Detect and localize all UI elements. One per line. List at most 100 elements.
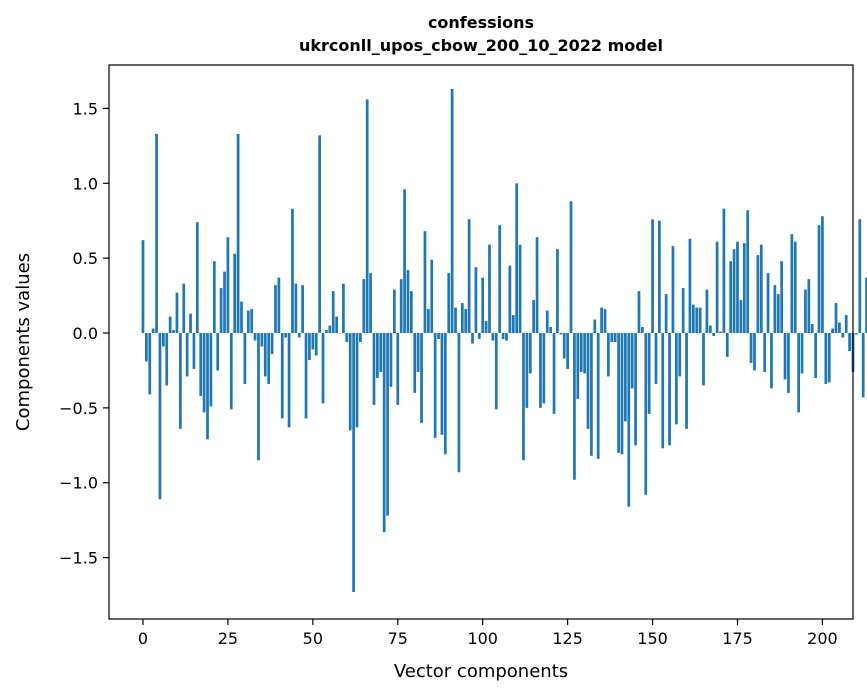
bar-190 — [787, 333, 790, 393]
bar-130 — [583, 333, 586, 374]
bar-176 — [739, 300, 743, 334]
bar-117 — [539, 333, 542, 408]
bar-43 — [287, 333, 291, 428]
bar-20 — [209, 333, 213, 407]
bar-65 — [362, 279, 366, 334]
bar-7 — [165, 333, 169, 386]
bar-195 — [804, 289, 807, 334]
bar-101 — [484, 321, 488, 334]
bar-93 — [457, 333, 461, 473]
bar-55 — [328, 325, 332, 334]
bar-122 — [556, 249, 559, 334]
bar-155 — [668, 333, 671, 446]
bar-134 — [596, 333, 600, 459]
bar-194 — [800, 333, 804, 374]
bar-77 — [403, 189, 406, 334]
bar-179 — [749, 333, 753, 363]
bar-210 — [855, 333, 858, 335]
bar-46 — [297, 333, 301, 338]
bar-5 — [158, 333, 162, 500]
bar-164 — [698, 307, 702, 334]
bar-132 — [590, 333, 593, 456]
x-tick-label: 200 — [807, 629, 838, 648]
bar-52 — [318, 135, 321, 334]
bar-100 — [481, 277, 485, 334]
bar-28 — [236, 133, 240, 334]
bar-126 — [569, 201, 573, 334]
bar-68 — [372, 333, 376, 405]
x-tick-label: 175 — [722, 629, 753, 648]
bar-56 — [331, 291, 335, 334]
x-tick-label: 50 — [303, 629, 323, 648]
bar-73 — [389, 333, 393, 387]
bar-131 — [586, 333, 590, 429]
bar-33 — [253, 333, 257, 341]
bar-204 — [834, 303, 838, 334]
bar-175 — [736, 241, 739, 334]
bar-185 — [770, 333, 773, 389]
bar-13 — [185, 333, 189, 377]
bar-10 — [175, 292, 179, 334]
bar-103 — [491, 333, 495, 341]
bar-211 — [858, 219, 862, 334]
bar-170 — [719, 331, 722, 334]
bar-3 — [151, 328, 155, 334]
bar-50 — [311, 333, 315, 350]
bar-149 — [647, 333, 651, 414]
bar-208 — [848, 333, 851, 351]
bar-188 — [780, 261, 784, 334]
bar-41 — [280, 333, 284, 419]
y-tick-label: 1.5 — [73, 99, 98, 118]
bar-146 — [637, 291, 641, 334]
bar-26 — [229, 333, 233, 410]
bar-81 — [416, 333, 420, 372]
bar-212 — [861, 333, 865, 398]
bar-129 — [579, 333, 583, 372]
bar-70 — [379, 333, 383, 372]
bar-35 — [260, 333, 264, 347]
bar-192 — [793, 241, 797, 334]
bar-148 — [644, 333, 648, 495]
bar-207 — [844, 315, 848, 334]
bar-79 — [410, 291, 413, 334]
bar-174 — [732, 249, 736, 334]
bar-80 — [413, 333, 417, 393]
bar-86 — [433, 333, 437, 438]
bar-0 — [141, 240, 145, 334]
bar-92 — [454, 307, 457, 334]
bar-30 — [243, 333, 247, 384]
bar-203 — [831, 328, 834, 334]
bar-2 — [148, 333, 152, 395]
bar-105 — [498, 225, 502, 334]
bar-121 — [552, 333, 556, 414]
bar-163 — [695, 307, 699, 334]
bar-152 — [658, 220, 661, 334]
bar-167 — [708, 325, 712, 334]
bar-205 — [838, 322, 841, 334]
bar-19 — [206, 333, 209, 440]
bar-136 — [603, 309, 607, 334]
bar-114 — [528, 333, 532, 374]
y-axis-ticks: −1.5 −1.0 −0.5 0.0 0.5 1.0 1.5 — [59, 99, 109, 568]
bar-29 — [240, 301, 243, 334]
y-tick-label: −1.0 — [59, 474, 98, 493]
bar-168 — [712, 333, 716, 337]
bar-67 — [369, 273, 372, 334]
bar-63 — [355, 333, 359, 428]
y-tick-label: 1.0 — [73, 174, 98, 193]
bar-98 — [474, 267, 478, 334]
y-axis-label: Components values — [13, 253, 34, 431]
bar-153 — [661, 333, 665, 449]
bar-14 — [189, 313, 192, 334]
bar-196 — [807, 279, 811, 334]
bar-201 — [824, 333, 828, 384]
bar-31 — [246, 310, 250, 334]
bar-60 — [345, 333, 349, 342]
bar-90 — [447, 273, 451, 334]
bar-154 — [664, 294, 668, 334]
bar-27 — [233, 253, 237, 334]
bar-34 — [257, 333, 260, 461]
bar-123 — [559, 333, 563, 335]
bar-99 — [477, 333, 481, 340]
bar-165 — [702, 333, 705, 386]
